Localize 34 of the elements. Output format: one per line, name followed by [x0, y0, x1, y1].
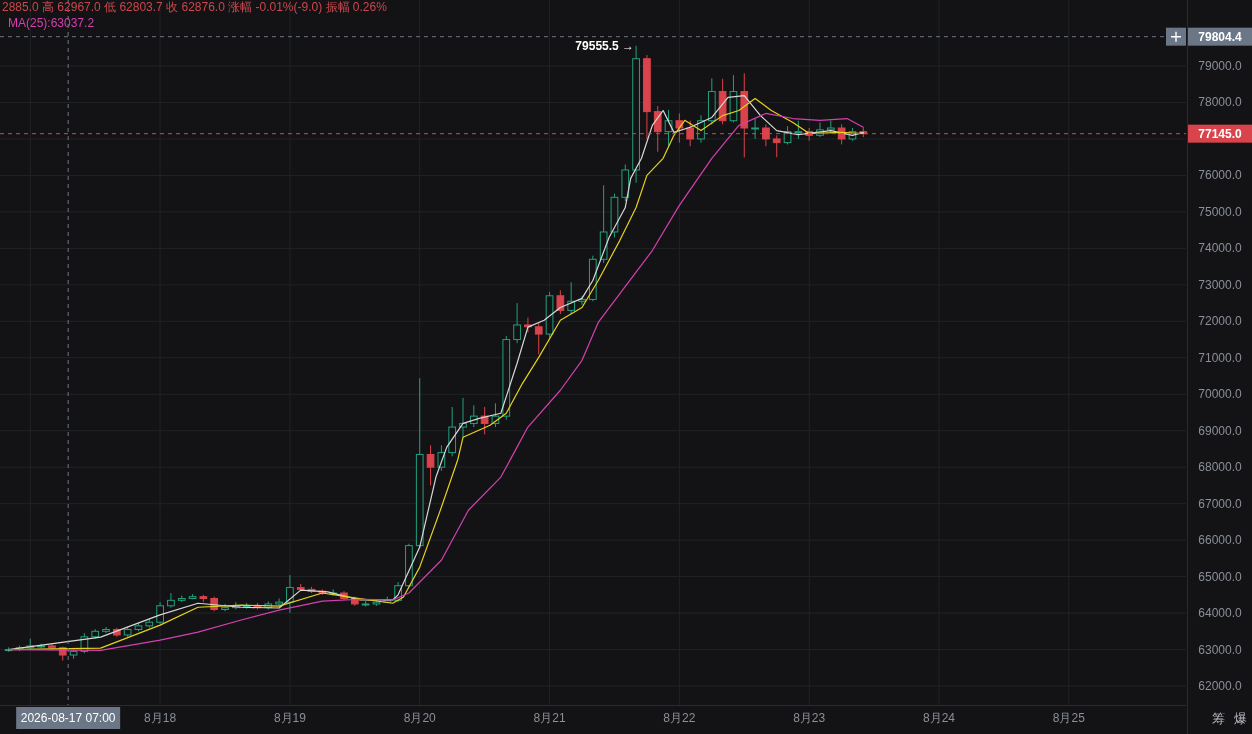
x-tick-label: 8月18: [144, 711, 177, 725]
y-tick-label: 69000.0: [1198, 423, 1243, 438]
text: 筹: [1211, 711, 1225, 726]
y-tick-label: 67000.0: [1198, 496, 1243, 511]
x-tick-label: 8月24: [922, 711, 956, 725]
annotation: 79555.5 →: [575, 38, 635, 53]
ref-line-label: 2026-08-17 07:00: [20, 711, 116, 725]
y-tick-label: 75000.0: [1198, 204, 1243, 219]
text: 爆: [1233, 711, 1247, 726]
x-tick-label: 8月20: [403, 711, 437, 725]
x-tick-label: 8月23: [793, 711, 826, 725]
y-tick-label: 78000.0: [1198, 95, 1243, 110]
ref-line-label: 79804.4: [1198, 30, 1243, 45]
y-tick-label: 62000.0: [1198, 679, 1243, 694]
ref-line-label: 77145.0: [1198, 127, 1243, 142]
y-tick-label: 65000.0: [1198, 569, 1243, 584]
x-tick-label: 8月21: [533, 711, 566, 725]
y-tick-label: 63000.0: [1198, 642, 1243, 657]
y-tick-label: 79000.0: [1198, 59, 1243, 74]
y-tick-label: 70000.0: [1198, 387, 1243, 402]
y-tick-label: 71000.0: [1198, 350, 1243, 365]
x-tick-label: 8月19: [273, 711, 307, 725]
y-tick-label: 68000.0: [1198, 460, 1243, 475]
y-tick-label: 74000.0: [1198, 241, 1243, 256]
annotation: 2885.0 高 62967.0 低 62803.7 收 62876.0 涨幅 -0.01%(-9.0) 振幅 0.26%: [2, 0, 388, 14]
ref-line: 77145.0: [0, 124, 1252, 143]
y-tick-label: 64000.0: [1198, 606, 1243, 621]
y-tick-label: 72000.0: [1198, 314, 1243, 329]
y-tick-label: 76000.0: [1198, 168, 1243, 183]
y-tick-label: 73000.0: [1198, 277, 1243, 292]
y-tick-label: 66000.0: [1198, 533, 1243, 548]
x-tick-label: 8月22: [663, 711, 696, 725]
text: MA(25):63037.2: [8, 16, 95, 30]
x-tick-label: 8月25: [1052, 711, 1086, 725]
